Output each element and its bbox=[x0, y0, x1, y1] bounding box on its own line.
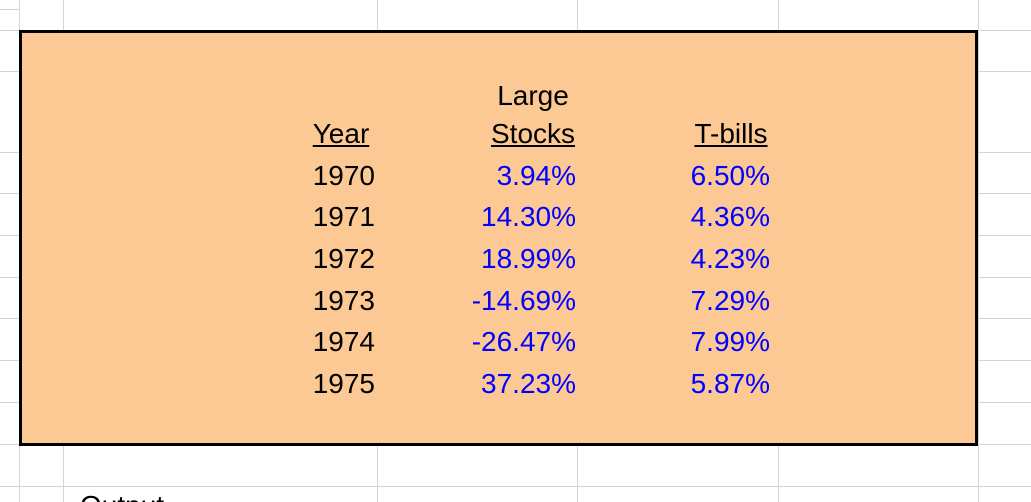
cell-year[interactable]: 1972 bbox=[312, 243, 375, 274]
header-large-stocks-line1[interactable]: Large bbox=[497, 80, 569, 111]
cell-t-bills[interactable]: 7.99% bbox=[690, 326, 770, 357]
cell-large-stocks[interactable]: -26.47% bbox=[471, 326, 576, 357]
cell-large-stocks[interactable]: 18.99% bbox=[481, 243, 576, 274]
grid-vline bbox=[978, 0, 979, 502]
cell-t-bills[interactable]: 6.50% bbox=[690, 160, 770, 191]
grid-hline bbox=[0, 486, 1031, 487]
output-section-label: Output bbox=[80, 492, 164, 502]
returns-table-box: Large Year Stocks T-bills 1970 3.94% 6.5… bbox=[19, 30, 978, 446]
cell-t-bills[interactable]: 5.87% bbox=[690, 368, 770, 399]
cell-year[interactable]: 1975 bbox=[312, 368, 375, 399]
cell-year[interactable]: 1974 bbox=[312, 326, 375, 357]
cell-large-stocks[interactable]: 3.94% bbox=[496, 160, 576, 191]
cell-year[interactable]: 1971 bbox=[312, 201, 375, 232]
header-t-bills[interactable]: T-bills bbox=[694, 118, 768, 149]
cell-year[interactable]: 1973 bbox=[312, 285, 375, 316]
grid-hline bbox=[0, 9, 19, 10]
cell-t-bills[interactable]: 4.23% bbox=[690, 243, 770, 274]
cell-large-stocks[interactable]: 37.23% bbox=[481, 368, 576, 399]
cell-t-bills[interactable]: 4.36% bbox=[690, 201, 770, 232]
cell-year[interactable]: 1970 bbox=[312, 160, 375, 191]
header-large-stocks-line2[interactable]: Stocks bbox=[490, 118, 576, 149]
cell-large-stocks[interactable]: -14.69% bbox=[471, 285, 576, 316]
header-year[interactable]: Year bbox=[312, 118, 370, 149]
cell-large-stocks[interactable]: 14.30% bbox=[481, 201, 576, 232]
cell-t-bills[interactable]: 7.29% bbox=[690, 285, 770, 316]
